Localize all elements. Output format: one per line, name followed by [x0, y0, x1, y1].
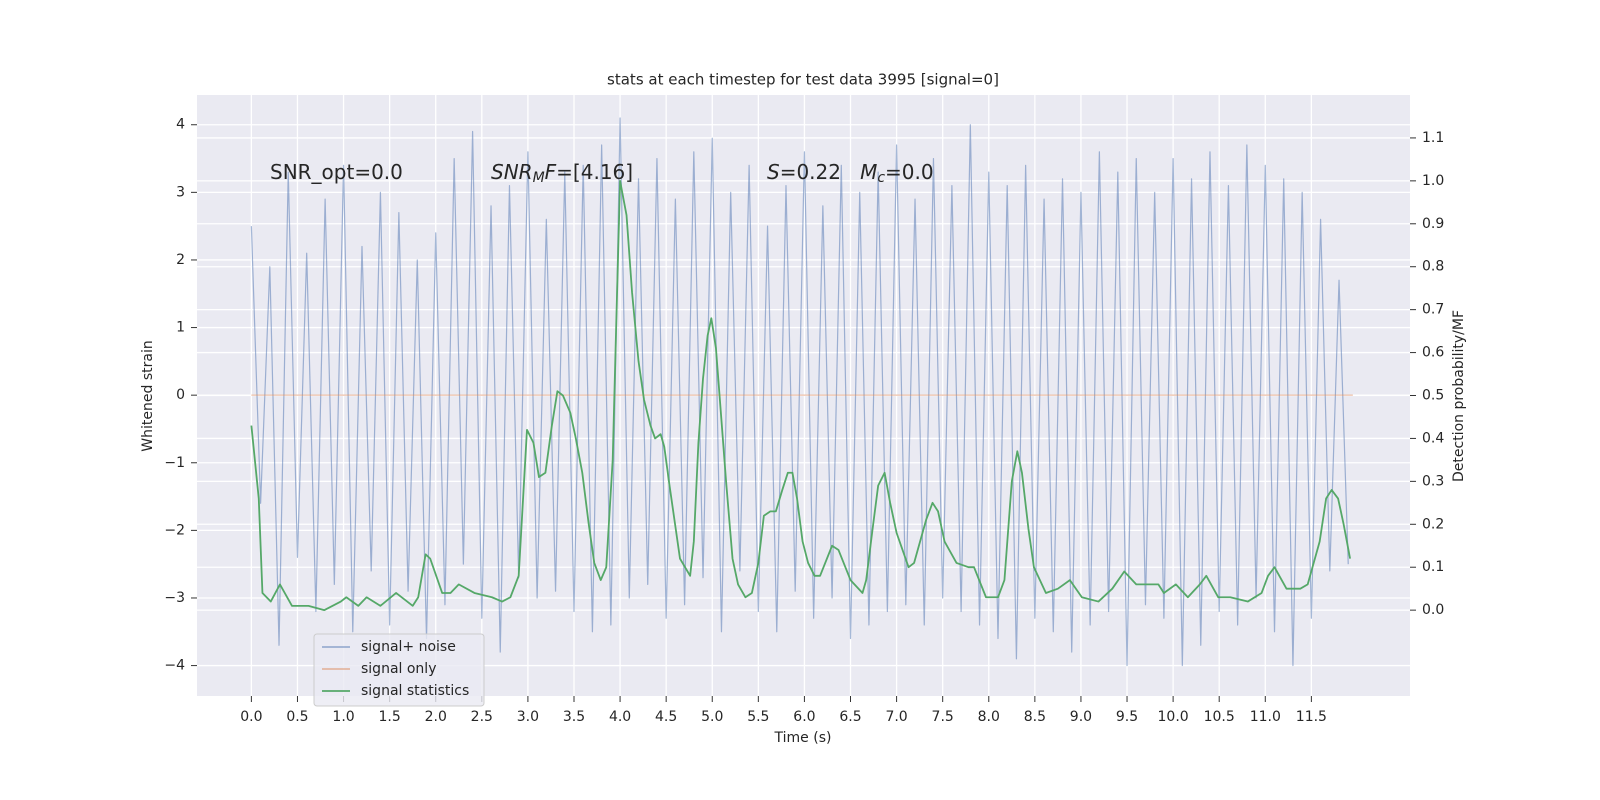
- y-tick-label: −4: [164, 658, 185, 674]
- annotations: SNR_opt=0.0 SNRMF=[4.16] S=0.22 Mc=0.0: [270, 160, 934, 187]
- annotation-part: M: [860, 160, 877, 184]
- x-tick-label: 5.5: [747, 709, 769, 725]
- y-tick-label: 1: [176, 320, 185, 336]
- x-tick-label: 1.0: [332, 709, 354, 725]
- y2-tick-label: 0.2: [1422, 516, 1444, 532]
- y-tick-label: 3: [176, 184, 185, 200]
- legend-box: [313, 633, 485, 707]
- y2-tick-label: 1.1: [1422, 130, 1444, 146]
- x-tick-label: 3.5: [563, 709, 585, 725]
- y-tick-label: 0: [176, 387, 185, 403]
- x-axis-label: Time (s): [774, 730, 832, 746]
- x-tick-label: 7.0: [885, 709, 907, 725]
- x-tick-label: 6.0: [793, 709, 815, 725]
- y2-tick-label: 0.5: [1422, 388, 1444, 404]
- x-tick-label: 11.0: [1250, 709, 1281, 725]
- x-tick-label: 10.0: [1158, 709, 1189, 725]
- y-tick-label: −1: [164, 455, 185, 471]
- y-tick-label: −2: [164, 522, 185, 538]
- ticks: 0.0 0.5 1.0 1.5 2.0 2.5 3.0 3.5 4.0 4.5 5.0 5.5 6.0 6…: [164, 117, 1444, 725]
- annotation: SNR_opt=0.0: [270, 160, 403, 184]
- x-tick-label: 2.5: [471, 709, 493, 725]
- x-tick-label: 6.5: [839, 709, 861, 725]
- annotation-part: =0.22: [780, 160, 860, 184]
- annotation: S=0.22 Mc=0.0: [767, 160, 934, 187]
- marks: [250, 117, 1353, 667]
- y2-tick-label: 0.6: [1422, 345, 1444, 361]
- y-tick-label: 4: [176, 117, 185, 133]
- x-tick-label: 8.5: [1024, 709, 1046, 725]
- x-tick-label: 0.0: [240, 709, 262, 725]
- annotation-part: M: [533, 170, 545, 186]
- series-line: [250, 117, 1349, 667]
- y2-tick-label: 0.9: [1422, 216, 1444, 232]
- annotation-part: S: [767, 160, 780, 184]
- annotation-part: SNR_opt=0.0: [270, 160, 403, 184]
- annotation: SNRMF=[4.16]: [491, 160, 633, 187]
- y2-tick-label: 0.1: [1422, 559, 1444, 575]
- x-tick-label: 2.0: [425, 709, 447, 725]
- y2-tick-label: 0.0: [1422, 602, 1444, 618]
- series-line: [250, 179, 1351, 612]
- y2-tick-label: 0.4: [1422, 430, 1444, 446]
- annotation-part: =[4.16]: [556, 160, 633, 184]
- x-tick-label: 7.5: [932, 709, 954, 725]
- y2-axis-label: Detection probability/MF: [1451, 310, 1467, 482]
- legend: signal+ noise signal only signal statistic…: [313, 633, 485, 707]
- x-tick-label: 3.0: [517, 709, 539, 725]
- x-tick-label: 5.0: [701, 709, 723, 725]
- x-tick-label: 9.0: [1070, 709, 1092, 725]
- x-tick-label: 0.5: [286, 709, 308, 725]
- annotation-part: c: [877, 170, 885, 186]
- y-tick-label: 2: [176, 252, 185, 268]
- y2-tick-label: 0.8: [1422, 259, 1444, 275]
- legend-label: signal+ noise: [361, 639, 456, 655]
- x-tick-label: 10.5: [1204, 709, 1235, 725]
- annotation-part: F: [545, 160, 557, 184]
- y2-tick-label: 1.0: [1422, 173, 1444, 189]
- x-tick-label: 11.5: [1296, 709, 1327, 725]
- x-tick-label: 4.5: [655, 709, 677, 725]
- legend-label: signal only: [361, 661, 436, 677]
- x-tick-label: 9.5: [1116, 709, 1138, 725]
- x-tick-label: 8.0: [978, 709, 1000, 725]
- x-tick-label: 4.0: [609, 709, 631, 725]
- y-tick-label: −3: [164, 590, 185, 606]
- annotation-part: =0.0: [885, 160, 934, 184]
- y2-tick-label: 0.7: [1422, 302, 1444, 318]
- legend-label: signal statistics: [361, 683, 469, 699]
- annotation-part: SNR: [491, 160, 533, 184]
- y-axis-label: Whitened strain: [140, 340, 156, 451]
- y2-tick-label: 0.3: [1422, 473, 1444, 489]
- chart-title: stats at each timestep for test data 399…: [607, 71, 999, 89]
- x-tick-label: 1.5: [379, 709, 401, 725]
